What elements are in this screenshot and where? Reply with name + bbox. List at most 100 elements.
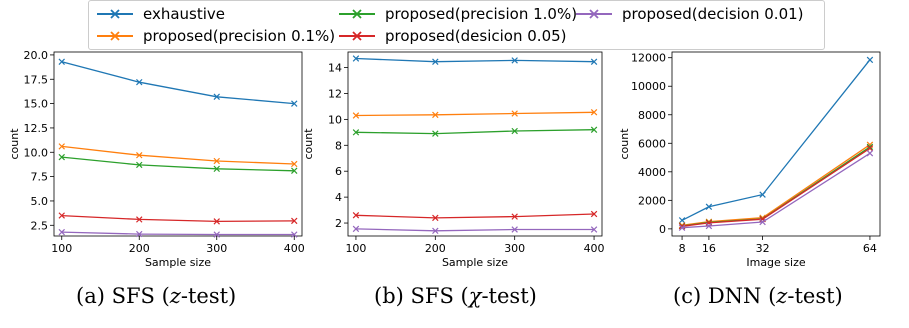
data-point-2-0-3 — [866, 56, 874, 64]
y-tick-label-0-3: 10.0 — [24, 146, 49, 159]
y-tick-label-2-2: 4000 — [638, 166, 666, 179]
series-line-1-1 — [355, 111, 595, 117]
data-point-1-4-3 — [590, 226, 598, 233]
x-tick-label-0-3: 400 — [284, 242, 305, 255]
x-tick-label-0-2: 300 — [206, 242, 227, 255]
data-point-1-0-1 — [432, 58, 439, 65]
y-tick-label-2-6: 12000 — [631, 52, 666, 65]
data-point-0-3-2 — [213, 218, 220, 225]
data-point-2-0-2 — [759, 191, 766, 198]
data-point-1-4-1 — [432, 227, 439, 235]
data-point-1-1-2 — [511, 110, 518, 117]
series-line-1-2 — [355, 129, 595, 135]
series-line-2-0 — [681, 59, 871, 221]
y-axis-label-0: count — [8, 128, 21, 160]
data-point-0-4-3 — [291, 231, 298, 238]
series-line-0-3 — [61, 214, 295, 223]
data-point-2-0-0 — [678, 217, 686, 224]
data-point-0-1-3 — [291, 160, 298, 168]
data-point-0-1-2 — [213, 157, 220, 165]
caption-c: (c) DNN (z-test) — [673, 284, 843, 308]
y-tick-label-2-5: 10000 — [631, 80, 666, 93]
data-point-0-3-0 — [58, 212, 65, 219]
legend-item-decision-0-01: proposed(decision 0.01) — [576, 3, 804, 25]
x-tick-label-1-3: 400 — [584, 242, 605, 255]
data-point-1-3-3 — [590, 210, 598, 218]
data-point-0-2-3 — [291, 167, 298, 174]
data-point-2-4-0 — [678, 224, 686, 231]
data-point-2-0-1 — [705, 203, 713, 210]
y-tick-label-1-1: 4 — [335, 191, 342, 204]
data-point-1-0-3 — [590, 58, 598, 65]
y-tick-label-1-6: 14 — [328, 62, 342, 75]
data-point-0-3-1 — [136, 216, 143, 223]
x-tick-label-2-1: 16 — [702, 242, 716, 255]
data-point-1-0-0 — [352, 55, 360, 62]
x-axis-label-1: Sample size — [442, 256, 508, 269]
legend-item-exhaustive: exhaustive — [97, 3, 225, 25]
data-point-0-0-1 — [136, 78, 143, 86]
legend-marker-precision-0-1 — [97, 31, 133, 41]
series-line-0-4 — [61, 231, 295, 236]
data-point-1-4-0 — [352, 225, 360, 233]
data-point-1-2-3 — [590, 126, 598, 133]
x-tick-label-2-3: 64 — [863, 242, 877, 255]
y-tick-label-1-4: 10 — [328, 113, 342, 126]
data-point-1-4-2 — [511, 226, 518, 233]
data-point-2-4-2 — [759, 218, 766, 226]
data-point-1-3-2 — [511, 213, 518, 220]
legend-marker-decision-0-01 — [576, 9, 612, 19]
series-line-0-1 — [61, 145, 295, 165]
plot-frame-0 — [53, 51, 303, 237]
y-tick-label-1-2: 6 — [335, 165, 342, 178]
x-axis-label-0: Sample size — [145, 256, 211, 269]
x-tick-label-0-0: 100 — [51, 242, 72, 255]
data-point-2-2-3 — [866, 143, 874, 151]
x-axis-label-2: Image size — [746, 256, 806, 269]
legend-item-desicion-0-05: proposed(desicion 0.05) — [339, 25, 567, 47]
data-point-1-2-1 — [432, 130, 439, 137]
legend-item-precision-0-1: proposed(precision 0.1%) — [97, 25, 335, 47]
legend-label-precision-1-0: proposed(precision 1.0%) — [385, 5, 578, 23]
y-tick-label-2-4: 8000 — [638, 109, 666, 122]
y-tick-label-0-1: 5.0 — [31, 195, 49, 208]
x-tick-label-1-1: 200 — [425, 242, 446, 255]
y-tick-label-0-5: 15.0 — [24, 98, 49, 111]
data-point-0-4-1 — [136, 230, 143, 238]
legend-item-precision-1-0: proposed(precision 1.0%) — [339, 3, 577, 25]
y-tick-label-0-7: 20.0 — [24, 49, 49, 62]
series-line-2-1 — [682, 144, 871, 226]
series-line-1-4 — [355, 228, 595, 232]
data-point-0-2-0 — [58, 153, 65, 161]
legend-marker-precision-1-0 — [339, 9, 375, 19]
data-point-0-4-0 — [58, 228, 65, 236]
data-point-0-0-3 — [291, 100, 298, 107]
series-line-2-3 — [682, 147, 871, 227]
x-tick-label-2-0: 8 — [679, 242, 686, 255]
series-line-1-3 — [355, 213, 595, 219]
data-point-0-0-0 — [58, 58, 65, 65]
y-tick-label-1-0: 2 — [335, 217, 342, 230]
data-point-1-2-2 — [511, 127, 518, 135]
caption-a: (a) SFS (z-test) — [76, 284, 237, 308]
data-point-0-2-2 — [213, 165, 220, 173]
data-point-1-1-1 — [432, 111, 439, 119]
data-point-0-1-0 — [58, 143, 65, 150]
legend: exhaustive proposed(precision 0.1%) prop… — [88, 0, 825, 50]
caption-b: (b) SFS (χ-test) — [374, 284, 537, 308]
series-line-1-0 — [355, 57, 595, 63]
x-tick-label-1-2: 300 — [504, 242, 525, 255]
y-tick-label-2-0: 0 — [659, 223, 666, 236]
y-axis-label-1: count — [302, 128, 315, 160]
y-tick-label-0-4: 12.5 — [24, 122, 49, 135]
legend-label-desicion-0-05: proposed(desicion 0.05) — [385, 27, 567, 45]
legend-label-precision-0-1: proposed(precision 0.1%) — [143, 27, 336, 45]
y-tick-label-1-3: 8 — [335, 139, 342, 152]
data-point-1-3-0 — [352, 212, 360, 219]
legend-label-exhaustive: exhaustive — [143, 5, 226, 23]
y-axis-label-2: count — [618, 128, 631, 160]
data-point-2-4-1 — [705, 222, 713, 230]
data-point-1-2-0 — [352, 129, 360, 136]
data-point-0-1-1 — [136, 151, 143, 159]
